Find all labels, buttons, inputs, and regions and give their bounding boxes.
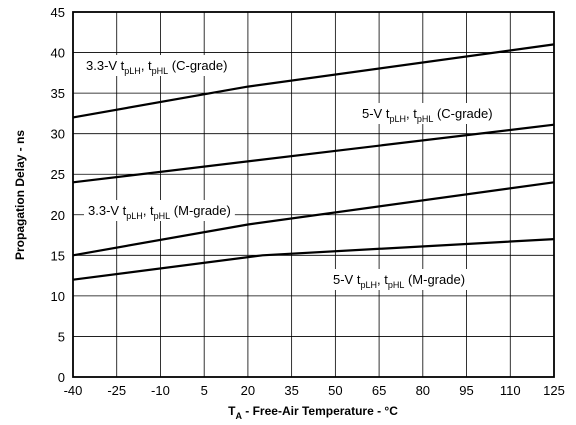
series-line-2 <box>72 123 555 184</box>
x-tick-label: 125 <box>543 383 565 398</box>
y-tick-label: 20 <box>51 208 65 223</box>
x-tick-label: 20 <box>241 383 255 398</box>
plot-frame <box>72 11 555 378</box>
x-tick-label: 5 <box>201 383 208 398</box>
x-tick-label: 80 <box>416 383 430 398</box>
x-axis-title-main: T <box>228 404 236 418</box>
series-label-background <box>329 269 470 290</box>
series-line-3 <box>72 181 555 257</box>
x-axis-title-rest: - Free-Air Temperature - °C <box>242 404 398 418</box>
series-label-4: 5-V tpLH, tpHL (M-grade) <box>333 272 465 290</box>
y-tick-label: 40 <box>51 46 65 61</box>
x-tick-label: -10 <box>151 383 170 398</box>
x-tick-labels: -40 -25 -10 5 20 35 50 65 80 95 110 125 <box>64 383 565 398</box>
y-tick-label: 15 <box>51 248 65 263</box>
x-tick-label: 65 <box>372 383 386 398</box>
series-label-background <box>82 55 232 76</box>
series-label-2: 5-V tpLH, tpHL (C-grade) <box>362 106 493 124</box>
y-tick-labels: 0 5 10 15 20 25 30 35 40 45 <box>51 5 65 385</box>
y-tick-label: 5 <box>58 329 65 344</box>
x-axis-title-sub: A <box>235 411 242 421</box>
series-labels: 3.3-V tpLH, tpHL (C-grade) 5-V tpLH, tpHL… <box>82 55 497 290</box>
x-tick-label: 35 <box>284 383 298 398</box>
series-line-4 <box>72 238 555 281</box>
x-tick-label: -40 <box>64 383 83 398</box>
x-tick-label: 95 <box>459 383 473 398</box>
y-tick-label: 45 <box>51 5 65 20</box>
series-line-1 <box>72 43 555 119</box>
series-label-1: 3.3-V tpLH, tpHL (C-grade) <box>86 58 227 76</box>
y-tick-label: 35 <box>51 86 65 101</box>
x-tick-label: 50 <box>328 383 342 398</box>
y-tick-label: 25 <box>51 167 65 182</box>
y-tick-label: 10 <box>51 289 65 304</box>
x-tick-label: -25 <box>107 383 126 398</box>
series-label-background <box>358 103 497 124</box>
y-tick-label: 0 <box>58 370 65 385</box>
y-axis-title: Propagation Delay - ns <box>13 130 27 260</box>
x-tick-label: 110 <box>500 383 521 398</box>
series-label-3: 3.3-V tpLH, tpHL (M-grade) <box>88 203 231 221</box>
series-label-background <box>84 200 235 221</box>
y-tick-label: 30 <box>51 127 65 142</box>
x-axis-title: TA - Free-Air Temperature - °C <box>228 404 398 421</box>
series-lines <box>72 43 555 281</box>
